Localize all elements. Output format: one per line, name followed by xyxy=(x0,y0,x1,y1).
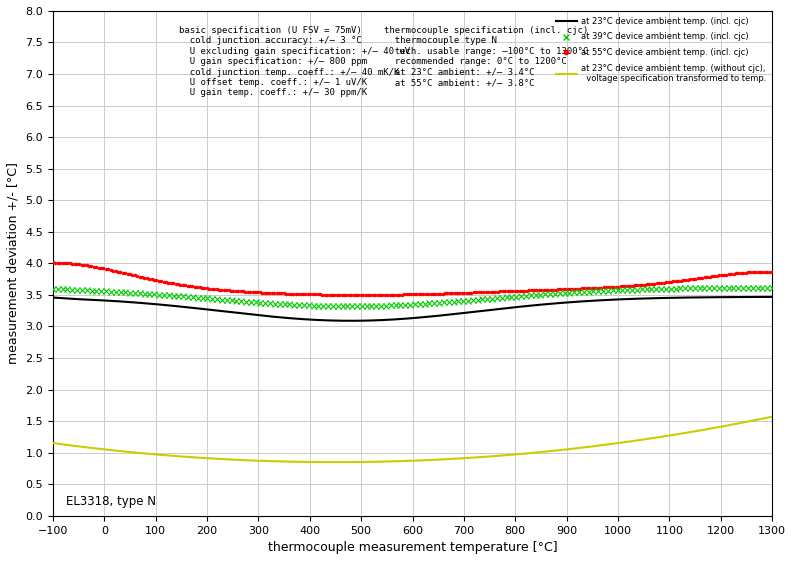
Text: EL3318, type N: EL3318, type N xyxy=(66,495,155,508)
Y-axis label: measurement deviation +/- [°C]: measurement deviation +/- [°C] xyxy=(7,163,20,364)
Legend: at 23°C device ambient temp. (incl. cjc), at 39°C device ambient temp. (incl. cj: at 23°C device ambient temp. (incl. cjc)… xyxy=(553,13,769,86)
Text: basic specification (U FSV = 75mV)
  cold junction accuracy: +/– 3 °C
  U exclud: basic specification (U FSV = 75mV) cold … xyxy=(178,26,410,98)
X-axis label: thermocouple measurement temperature [°C]: thermocouple measurement temperature [°C… xyxy=(268,541,557,554)
Text: thermocouple specification (incl. cjc)
  thermocouple type N
  tech. usable rang: thermocouple specification (incl. cjc) t… xyxy=(384,26,588,87)
